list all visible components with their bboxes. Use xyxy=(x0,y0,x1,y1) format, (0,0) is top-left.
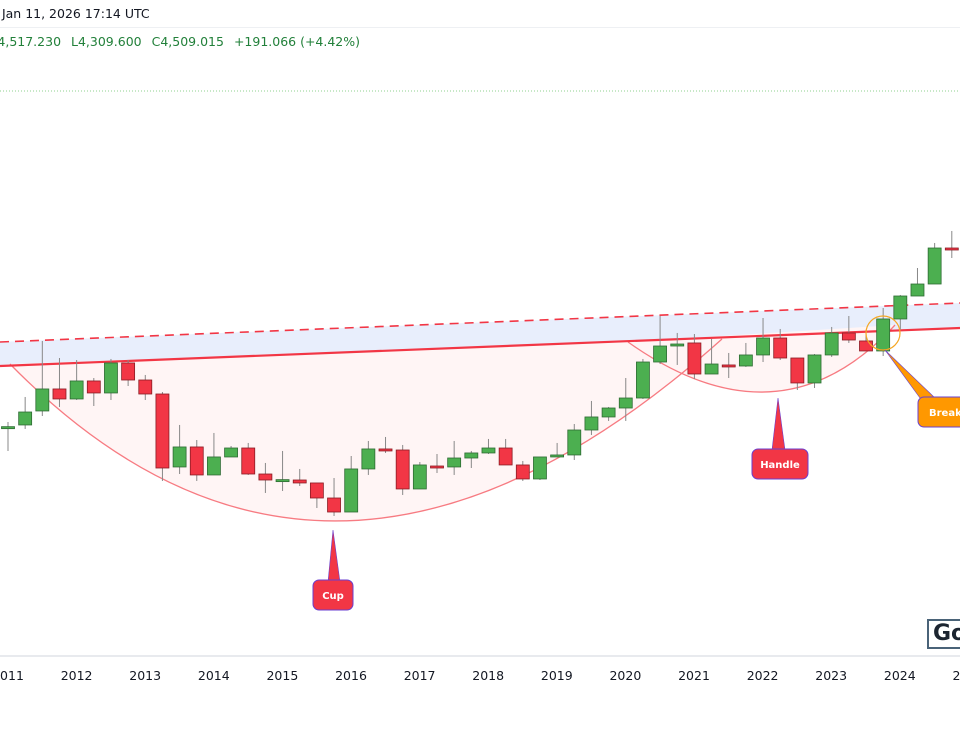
candle-body[interactable] xyxy=(35,388,50,412)
chart-datetime: , Jan 11, 2026 17:14 UTC xyxy=(0,6,150,21)
breakout-callout-pointer xyxy=(884,349,936,399)
candle-body[interactable] xyxy=(430,465,444,469)
candle-body[interactable] xyxy=(481,447,496,454)
resistance-band xyxy=(0,303,960,366)
candle-body[interactable] xyxy=(567,429,582,456)
handle-label: Handle xyxy=(760,460,800,471)
candle-body[interactable] xyxy=(172,446,187,468)
candle-body[interactable] xyxy=(927,247,942,285)
cup-callout-pointer xyxy=(327,529,341,583)
candle-body[interactable] xyxy=(773,337,788,359)
cup-callout[interactable] xyxy=(312,579,354,611)
low-value: L4,309.600 xyxy=(71,34,142,49)
candle-body[interactable] xyxy=(121,362,136,381)
ohlc-readout: H4,517.230 L4,309.600 C4,509.015 +191.06… xyxy=(0,34,366,49)
header-divider xyxy=(0,27,960,28)
candle-body[interactable] xyxy=(670,343,685,347)
breakout-circle xyxy=(865,315,901,351)
candle-body[interactable] xyxy=(327,497,341,513)
candle-body[interactable] xyxy=(361,448,376,470)
candle-body[interactable] xyxy=(275,479,290,483)
candle-body[interactable] xyxy=(138,379,153,395)
upper-trendline[interactable] xyxy=(0,302,960,343)
candle-body[interactable] xyxy=(756,337,770,356)
x-tick-label: 2024 xyxy=(884,668,916,683)
candle-body[interactable] xyxy=(721,364,736,368)
candle-body[interactable] xyxy=(292,479,307,484)
candle-body[interactable] xyxy=(893,295,908,320)
candle-body[interactable] xyxy=(395,449,410,490)
candle-body[interactable] xyxy=(86,380,101,394)
candle-body[interactable] xyxy=(653,345,667,363)
handle-arc xyxy=(627,324,896,393)
candle-body[interactable] xyxy=(224,447,238,458)
handle-callout[interactable] xyxy=(751,448,809,480)
candle-body[interactable] xyxy=(841,332,856,341)
x-tick-label: 2013 xyxy=(129,668,161,683)
candle-body[interactable] xyxy=(738,354,753,367)
x-tick-label: 2019 xyxy=(541,668,573,683)
candle-body[interactable] xyxy=(241,447,256,475)
candle-body[interactable] xyxy=(447,457,462,468)
x-tick-label: 2012 xyxy=(61,668,93,683)
candle-body[interactable] xyxy=(876,318,891,352)
candle-body[interactable] xyxy=(824,332,839,356)
candle-body[interactable] xyxy=(944,247,959,251)
cup-fill xyxy=(10,339,722,521)
x-tick-label: 2018 xyxy=(472,668,504,683)
x-tick-label: 2017 xyxy=(404,668,436,683)
candle-body[interactable] xyxy=(550,454,565,458)
candle-body[interactable] xyxy=(189,446,204,476)
cup-arc xyxy=(9,338,723,522)
candle-body[interactable] xyxy=(601,407,616,418)
candle-body[interactable] xyxy=(859,340,873,352)
candle-body[interactable] xyxy=(498,447,513,466)
handle-callout-pointer xyxy=(771,397,786,451)
candle-body[interactable] xyxy=(1,426,15,430)
change-value: +191.066 (+4.42%) xyxy=(233,34,361,49)
breakout-label: Breakout xyxy=(929,408,960,419)
candle-body[interactable] xyxy=(155,393,170,469)
candle-body[interactable] xyxy=(69,380,84,400)
candle-body[interactable] xyxy=(687,342,702,375)
candle-body[interactable] xyxy=(636,361,650,399)
candle-body[interactable] xyxy=(309,482,324,499)
candle-body[interactable] xyxy=(704,363,719,375)
candle-body[interactable] xyxy=(910,283,925,297)
x-tick-label: 2016 xyxy=(335,668,367,683)
close-value: C4,509.015 xyxy=(151,34,224,49)
watermark-logo: Go xyxy=(927,619,960,649)
candle-body[interactable] xyxy=(618,397,633,409)
candles-group xyxy=(1,230,959,516)
x-tick-label: 2011 xyxy=(0,668,24,683)
x-tick-label: 2021 xyxy=(678,668,710,683)
candle-body[interactable] xyxy=(515,464,530,480)
candle-body[interactable] xyxy=(790,357,805,384)
candle-body[interactable] xyxy=(584,416,599,431)
x-axis-ticks: 2011 2012 2013 2014 2015 2016 2017 2018 2019 2020… xyxy=(0,668,960,683)
candle-body[interactable] xyxy=(412,464,427,490)
candle-body[interactable] xyxy=(378,448,393,452)
x-tick-label: 2015 xyxy=(266,668,298,683)
candle-body[interactable] xyxy=(533,456,547,480)
candle-body[interactable] xyxy=(207,456,221,476)
x-tick-label: 2020 xyxy=(609,668,641,683)
resistance-trendline[interactable] xyxy=(0,326,960,368)
x-tick-label: 2023 xyxy=(815,668,847,683)
candle-body[interactable] xyxy=(18,411,33,426)
x-tick-label: 2014 xyxy=(198,668,230,683)
candle-body[interactable] xyxy=(258,473,273,481)
cup-label: Cup xyxy=(322,591,344,602)
candle-body[interactable] xyxy=(807,354,822,384)
x-tick-label: 2022 xyxy=(747,668,779,683)
candle-body[interactable] xyxy=(344,468,359,513)
high-value: H4,517.230 xyxy=(0,34,62,49)
candle-body[interactable] xyxy=(104,362,118,394)
breakout-callout[interactable] xyxy=(917,396,960,428)
x-tick-label: 2025 xyxy=(952,668,960,683)
candle-body[interactable] xyxy=(52,388,67,400)
candle-body[interactable] xyxy=(464,452,479,459)
